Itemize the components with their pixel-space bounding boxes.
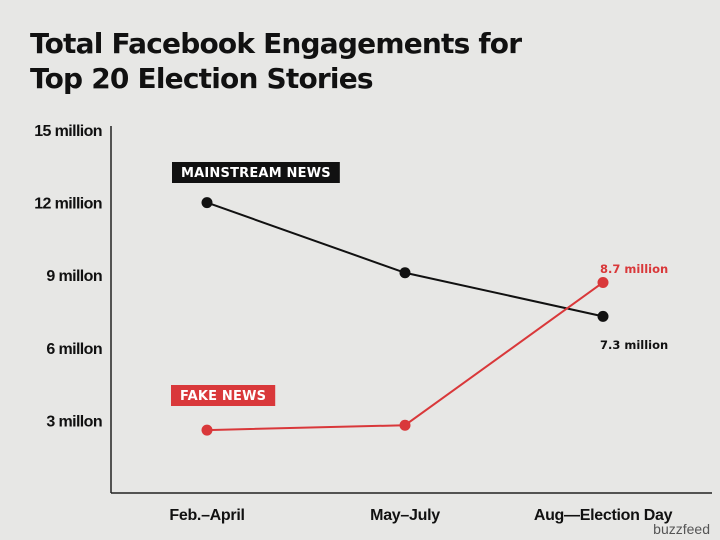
x-tick-label-0: Feb.–April — [169, 507, 244, 524]
mainstream-point-0 — [201, 197, 213, 209]
fake-point-2 — [597, 276, 609, 288]
legend-fake-news-text: FAKE NEWS — [180, 389, 266, 404]
chart-title-line-2: Top 20 Election Stories — [30, 62, 374, 95]
y-tick-label-2: 9 millon — [46, 268, 102, 285]
mainstream-point-1 — [399, 267, 411, 279]
mainstream-end-value-label: 7.3 million — [600, 338, 668, 352]
source-credit: buzzfeed — [653, 521, 710, 537]
legend-mainstream-news: MAINSTREAM NEWS — [172, 162, 340, 183]
y-tick-label-0: 3 millon — [46, 413, 102, 430]
y-tick-label-1: 6 millon — [46, 341, 102, 358]
fake-point-0 — [201, 424, 213, 436]
fake-end-value-label: 8.7 million — [600, 262, 668, 276]
x-tick-label-1: May–July — [370, 507, 440, 524]
mainstream-point-2 — [597, 310, 609, 322]
y-tick-label-4: 15 million — [34, 123, 102, 140]
fake-point-1 — [399, 419, 411, 431]
legend-fake-news-box — [171, 385, 276, 406]
legend-mainstream-news-text: MAINSTREAM NEWS — [181, 166, 331, 181]
chart-title-line-1: Total Facebook Engagements for — [30, 27, 522, 60]
x-tick-label-2: Aug—Election Day — [534, 507, 673, 524]
fake-series-line — [206, 281, 604, 432]
y-tick-label-3: 12 million — [34, 196, 102, 213]
chart-title: Total Facebook Engagements for Top 20 El… — [30, 26, 522, 96]
mainstream-series-line — [206, 201, 604, 318]
legend-mainstream-news-box — [172, 162, 340, 183]
legend-fake-news: FAKE NEWS — [171, 385, 276, 406]
